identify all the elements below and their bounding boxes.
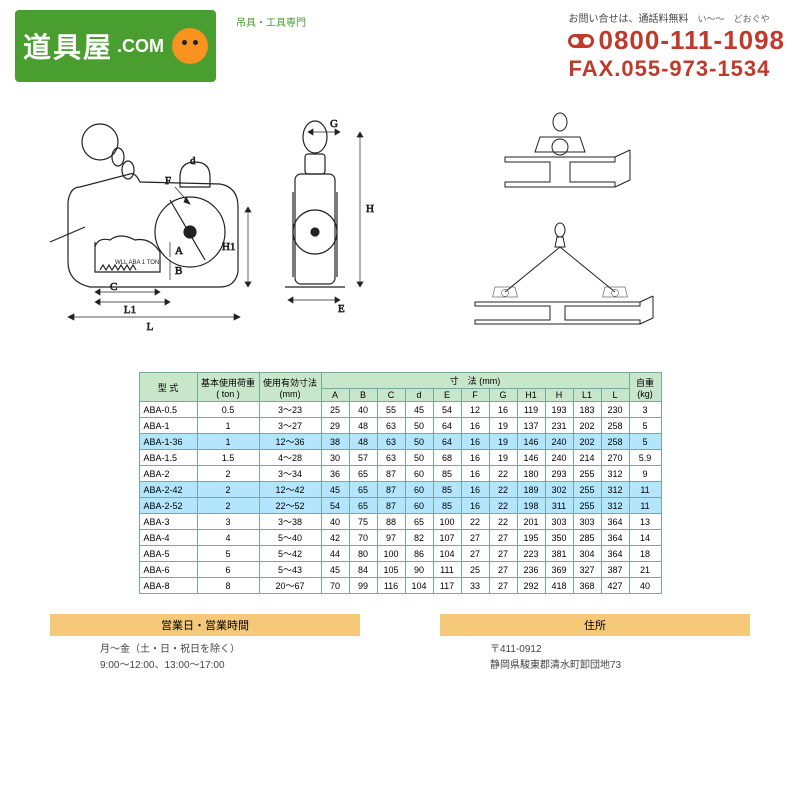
th-load: 基本使用荷重( ton ): [197, 373, 259, 402]
svg-text:H: H: [366, 203, 374, 215]
spec-table-body: ABA-0.50.53～2325405545541216119193183230…: [139, 402, 661, 594]
logo-main-text: 道具屋: [23, 26, 113, 66]
spec-table-head: 型 式 基本使用荷重( ton ) 使用有効寸法(mm) 寸 法 (mm) 自重…: [139, 373, 661, 402]
svg-text:G: G: [330, 118, 338, 130]
header: 道具屋 .COM 吊具・工具専門 お問い合せは、通話料無料 い～～ どおぐや 0…: [0, 0, 800, 92]
contact-block: お問い合せは、通話料無料 い～～ どおぐや 0800-111-1098 FAX.…: [568, 10, 785, 82]
site-logo[interactable]: 道具屋 .COM: [15, 10, 216, 82]
usage-diagrams: [460, 112, 660, 342]
table-row: ABA-223～34366587608516221802932553129: [139, 466, 661, 482]
th-dim-C: C: [377, 389, 405, 402]
table-row: ABA-0.50.53～2325405545541216119193183230…: [139, 402, 661, 418]
svg-text:C: C: [110, 281, 117, 293]
th-range: 使用有効寸法(mm): [259, 373, 321, 402]
th-dims: 寸 法 (mm): [321, 373, 629, 389]
fax-number: FAX.055-973-1534: [568, 56, 785, 82]
address: 住所 〒411-0912 静岡県駿東郡清水町卸団地73: [440, 614, 750, 674]
table-row: ABA-2-42212～4245658760851622189302255312…: [139, 482, 661, 498]
table-row: ABA-333～3840758865100222220130330336413: [139, 514, 661, 530]
mascot-icon: [172, 28, 208, 64]
usage-double: [465, 222, 655, 332]
address-line-2: 静岡県駿東郡清水町卸団地73: [490, 658, 750, 674]
th-model: 型 式: [139, 373, 197, 402]
dimension-diagram: L L1 C A B H1 F d G: [40, 112, 400, 342]
spec-table: 型 式 基本使用荷重( ton ) 使用有効寸法(mm) 寸 法 (mm) 自重…: [139, 372, 662, 594]
th-dim-B: B: [349, 389, 377, 402]
svg-text:L1: L1: [124, 304, 136, 316]
table-row: ABA-665～43458410590111252723636932738721: [139, 562, 661, 578]
th-dim-d: d: [405, 389, 433, 402]
phone-number: 0800-111-1098: [598, 25, 785, 56]
svg-text:B: B: [175, 265, 182, 277]
th-dim-H1: H1: [517, 389, 545, 402]
hours-line-1: 月～金（土・日・祝日を除く）: [100, 642, 360, 658]
table-row: ABA-445～4042709782107272719535028536414: [139, 530, 661, 546]
svg-text:H1: H1: [222, 241, 235, 253]
footer: 営業日・営業時間 月～金（土・日・祝日を除く） 9:00～12:00、13:00…: [0, 614, 800, 674]
svg-text:L: L: [147, 321, 154, 333]
th-dim-F: F: [461, 389, 489, 402]
usage-single: [485, 112, 635, 202]
hours-header: 営業日・営業時間: [50, 614, 360, 636]
th-dim-L1: L1: [573, 389, 601, 402]
contact-label: お問い合せは、通話料無料: [568, 14, 688, 25]
svg-text:WLL ABA 1 TON: WLL ABA 1 TON: [115, 260, 159, 266]
table-row: ABA-555～42448010086104272722338130436418: [139, 546, 661, 562]
table-row: ABA-1-36112～3638486350641619146240202258…: [139, 434, 661, 450]
table-row: ABA-8820～6770991161041173327292418368427…: [139, 578, 661, 594]
logo-tagline: 吊具・工具専門: [236, 14, 306, 29]
table-row: ABA-113～27294863506416191372312022585: [139, 418, 661, 434]
svg-text:E: E: [338, 303, 345, 315]
th-dim-A: A: [321, 389, 349, 402]
svg-text:d: d: [190, 155, 196, 167]
address-line-1: 〒411-0912: [490, 642, 750, 658]
th-dim-G: G: [489, 389, 517, 402]
hours-line-2: 9:00～12:00、13:00～17:00: [100, 658, 360, 674]
th-weight: 自重(kg): [629, 373, 661, 402]
th-dim-E: E: [433, 389, 461, 402]
svg-text:F: F: [165, 175, 171, 187]
diagram-section: L L1 C A B H1 F d G: [0, 92, 800, 362]
table-row: ABA-1.51.54～2830576350681619146240214270…: [139, 450, 661, 466]
phone-ruby-1: い～～: [698, 14, 725, 24]
logo-dotcom: .COM: [117, 36, 164, 57]
phone-ruby-2: どおぐや: [734, 14, 770, 24]
address-header: 住所: [440, 614, 750, 636]
th-dim-H: H: [545, 389, 573, 402]
business-hours: 営業日・営業時間 月～金（土・日・祝日を除く） 9:00～12:00、13:00…: [50, 614, 360, 674]
freedial-icon: [568, 34, 594, 48]
table-row: ABA-2-52222～5254658760851622198311255312…: [139, 498, 661, 514]
th-dim-L: L: [601, 389, 629, 402]
svg-text:A: A: [175, 245, 183, 257]
